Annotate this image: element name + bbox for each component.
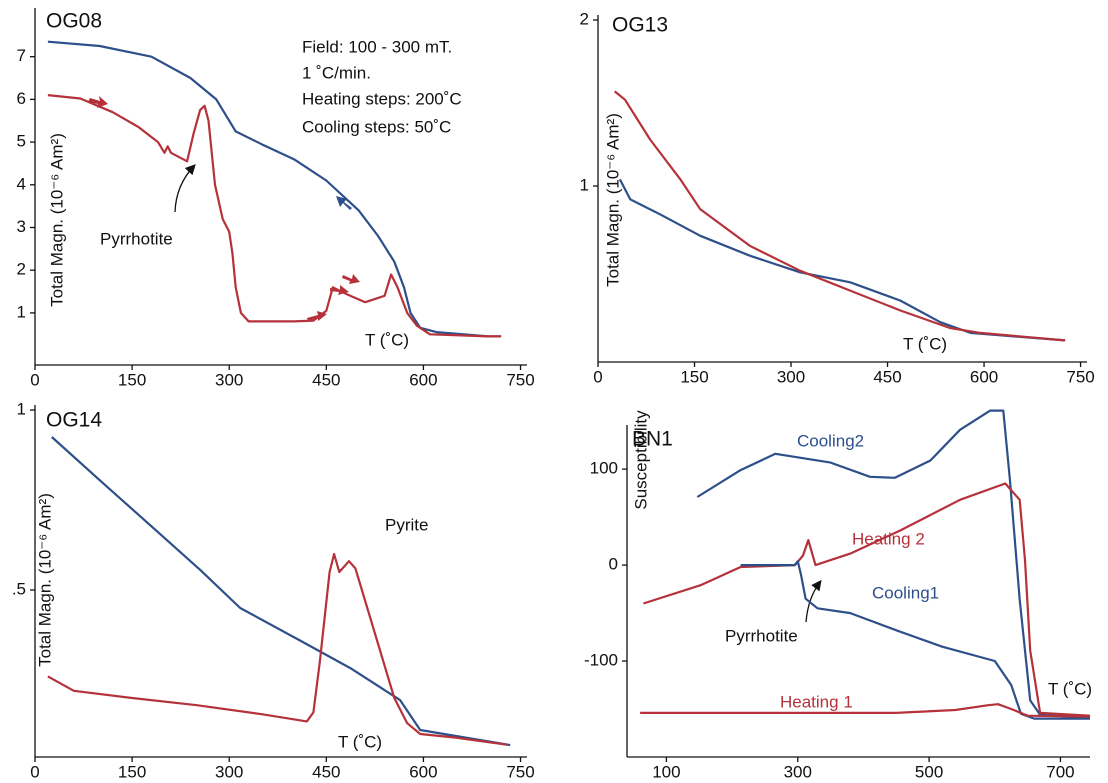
panel-title: OG14 [46, 409, 102, 432]
panel-title: BN1 [632, 428, 673, 451]
x-tick-label: 600 [970, 367, 998, 386]
annotation: Pyrrhotite [100, 229, 173, 248]
y-tick-label: 2 [580, 9, 589, 28]
annotation: Heating steps: 200˚C [302, 89, 462, 108]
y-tick-label: 3 [17, 217, 26, 236]
annotation: Cooling steps: 50˚C [302, 117, 451, 136]
y-tick-label: 4 [17, 174, 26, 193]
data-line [51, 436, 511, 747]
annotation: Field: 100 - 300 mT. [302, 37, 452, 56]
series-label: Heating 2 [852, 529, 925, 548]
y-axis-label: Total Magn. (10⁻⁶ Am²) [47, 133, 66, 307]
annotation: Pyrite [385, 515, 428, 534]
x-tick-label: 600 [409, 762, 437, 781]
annotation: 1 ˚C/min. [302, 63, 371, 82]
x-tick-label: 300 [215, 762, 243, 781]
x-tick-label: 450 [312, 370, 340, 389]
data-line [614, 90, 1066, 342]
x-tick-label: 450 [312, 762, 340, 781]
x-axis-label: T (˚C) [338, 732, 382, 751]
annotation: Pyrrhotite [725, 626, 798, 645]
x-tick-label: 750 [1066, 367, 1094, 386]
x-tick-label: 600 [409, 370, 437, 389]
y-tick-label: 2 [17, 260, 26, 279]
data-line [740, 560, 1090, 720]
x-tick-label: 0 [30, 762, 39, 781]
x-tick-label: 0 [30, 370, 39, 389]
x-tick-label: 100 [652, 762, 680, 781]
x-tick-label: 0 [593, 367, 602, 386]
data-line [47, 94, 502, 338]
series-label: Cooling1 [872, 583, 939, 602]
y-axis-label: Susceptibility [631, 410, 650, 510]
x-tick-label: 150 [118, 762, 146, 781]
y-tick-label: 1 [17, 302, 26, 321]
x-axis-label: T (˚C) [903, 334, 947, 353]
pointer-arrow [805, 579, 822, 623]
x-tick-label: 700 [1046, 762, 1074, 781]
y-axis-label: Total Magn. (10⁻⁶ Am²) [35, 493, 54, 667]
x-axis-label: T (˚C) [1048, 679, 1092, 698]
panel-title: OG08 [46, 10, 102, 33]
data-line [696, 409, 1091, 719]
y-tick-label: 100 [590, 459, 618, 478]
data-line [640, 703, 1091, 718]
x-tick-label: 300 [777, 367, 805, 386]
panel-title: OG13 [612, 14, 668, 37]
x-tick-label: 750 [506, 762, 534, 781]
x-tick-label: 450 [873, 367, 901, 386]
x-axis-label: T (˚C) [365, 330, 409, 349]
y-tick-label: 6 [17, 89, 26, 108]
data-line [618, 178, 1066, 342]
data-line [47, 552, 508, 746]
y-tick-label: 1 [580, 175, 589, 194]
y-tick-label: 7 [17, 46, 26, 65]
y-tick-label: .5 [12, 579, 26, 598]
x-tick-label: 500 [915, 762, 943, 781]
x-tick-label: 300 [215, 370, 243, 389]
series-label: Heating 1 [780, 692, 853, 711]
y-axis-label: Total Magn. (10⁻⁶ Am²) [603, 113, 622, 287]
data-line [643, 482, 1091, 717]
y-tick-label: 5 [17, 132, 26, 151]
y-tick-label: 0 [609, 555, 618, 574]
y-tick-label: -100 [584, 651, 618, 670]
series-label: Cooling2 [797, 431, 864, 450]
y-tick-label: 1 [17, 400, 26, 419]
data-line [47, 40, 502, 338]
x-tick-label: 150 [118, 370, 146, 389]
x-tick-label: 750 [506, 370, 534, 389]
pointer-arrow [174, 164, 196, 213]
x-tick-label: 150 [680, 367, 708, 386]
x-tick-label: 300 [784, 762, 812, 781]
